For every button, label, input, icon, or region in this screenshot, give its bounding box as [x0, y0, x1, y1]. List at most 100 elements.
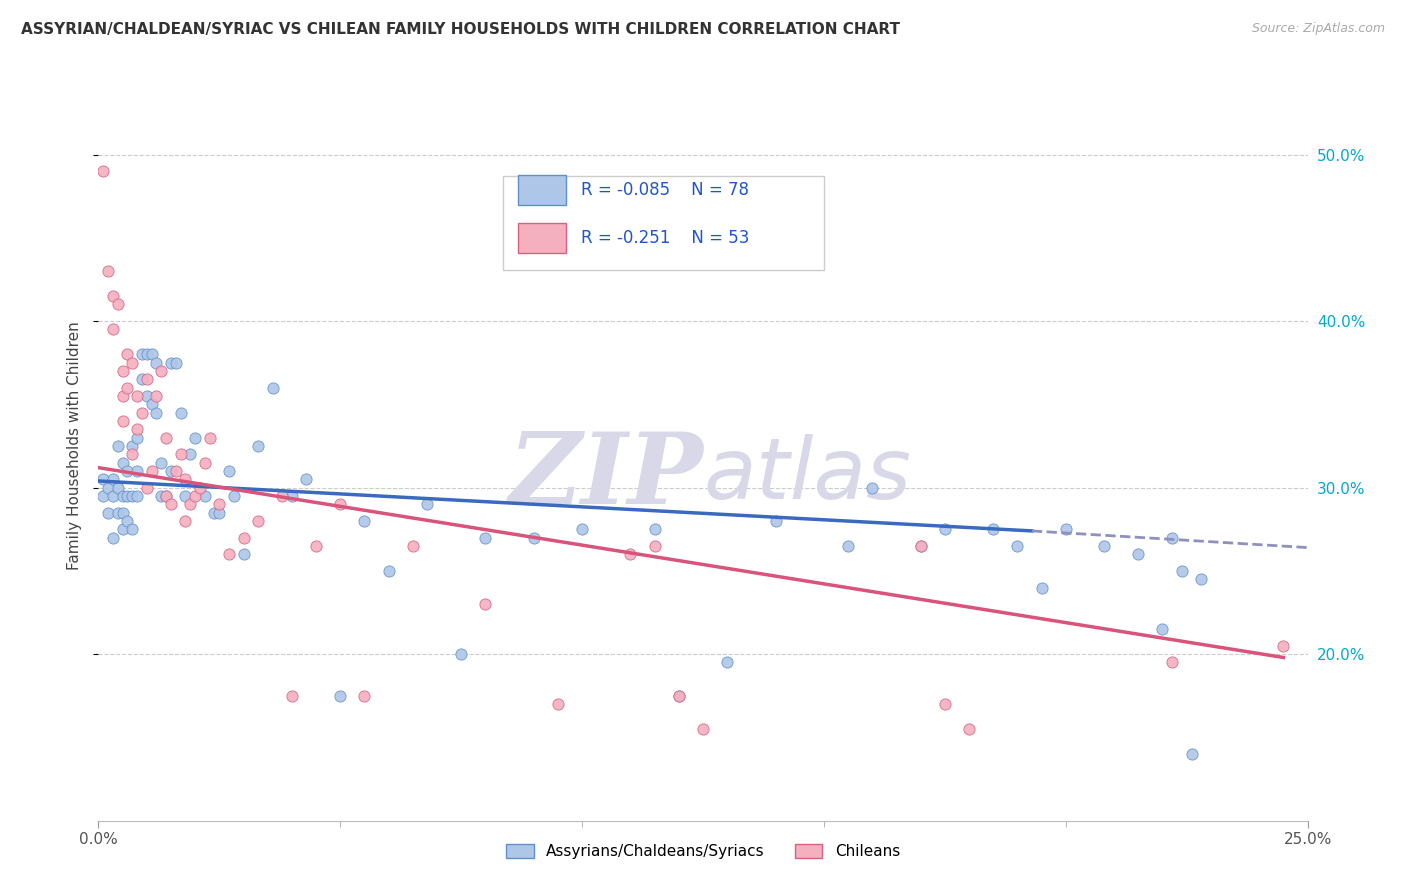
Point — [329, 689, 352, 703]
Point — [145, 356, 167, 370]
Point — [107, 481, 129, 495]
Point — [692, 722, 714, 736]
Point — [169, 447, 191, 461]
Point — [145, 406, 167, 420]
Point — [1189, 572, 1212, 586]
Point — [981, 522, 1004, 536]
Point — [107, 439, 129, 453]
Point — [135, 347, 157, 361]
Point — [121, 489, 143, 503]
Point — [150, 364, 173, 378]
Point — [262, 381, 284, 395]
Point — [194, 456, 217, 470]
Point — [1054, 522, 1077, 536]
Point — [155, 431, 177, 445]
Point — [155, 489, 177, 503]
Point — [910, 539, 932, 553]
Point — [1171, 564, 1194, 578]
Text: Source: ZipAtlas.com: Source: ZipAtlas.com — [1251, 22, 1385, 36]
Point — [194, 489, 217, 503]
Point — [165, 464, 187, 478]
Point — [107, 297, 129, 311]
Point — [127, 489, 149, 503]
Point — [934, 697, 956, 711]
Point — [571, 522, 593, 536]
Point — [934, 522, 956, 536]
Point — [450, 647, 472, 661]
Point — [295, 472, 318, 486]
Point — [91, 489, 114, 503]
Y-axis label: Family Households with Children: Family Households with Children — [67, 322, 83, 570]
Point — [377, 564, 399, 578]
Point — [160, 356, 183, 370]
Point — [837, 539, 859, 553]
Point — [474, 531, 496, 545]
Point — [107, 506, 129, 520]
Point — [145, 389, 167, 403]
Point — [111, 389, 134, 403]
Point — [247, 439, 270, 453]
Point — [910, 539, 932, 553]
Point — [179, 497, 201, 511]
Text: R = -0.251    N = 53: R = -0.251 N = 53 — [581, 229, 749, 247]
Point — [121, 356, 143, 370]
FancyBboxPatch shape — [517, 175, 567, 205]
Point — [101, 489, 124, 503]
Point — [135, 372, 157, 386]
Point — [131, 406, 153, 420]
Point — [860, 481, 883, 495]
FancyBboxPatch shape — [517, 224, 567, 253]
Point — [135, 481, 157, 495]
Point — [271, 489, 294, 503]
Point — [141, 347, 163, 361]
Point — [547, 697, 569, 711]
Point — [121, 439, 143, 453]
Point — [127, 422, 149, 436]
Point — [174, 472, 197, 486]
Point — [150, 489, 173, 503]
Point — [184, 489, 207, 503]
Point — [1180, 747, 1202, 761]
Point — [523, 531, 546, 545]
Point — [329, 497, 352, 511]
Point — [353, 689, 375, 703]
Point — [117, 381, 139, 395]
Point — [1007, 539, 1029, 553]
Point — [188, 481, 211, 495]
Point — [416, 497, 439, 511]
Point — [281, 489, 304, 503]
Point — [179, 447, 201, 461]
Point — [204, 506, 226, 520]
Point — [111, 489, 134, 503]
Point — [111, 506, 134, 520]
Point — [127, 464, 149, 478]
Point — [111, 522, 134, 536]
Point — [111, 456, 134, 470]
Point — [127, 389, 149, 403]
Point — [160, 497, 183, 511]
Point — [957, 722, 980, 736]
Point — [117, 464, 139, 478]
Point — [97, 481, 120, 495]
Point — [117, 347, 139, 361]
Point — [232, 547, 254, 561]
Point — [111, 364, 134, 378]
Text: R = -0.085    N = 78: R = -0.085 N = 78 — [581, 181, 749, 199]
Point — [198, 431, 221, 445]
Point — [165, 356, 187, 370]
Point — [141, 464, 163, 478]
Point — [353, 514, 375, 528]
Point — [247, 514, 270, 528]
Point — [1161, 531, 1184, 545]
Point — [111, 414, 134, 428]
Point — [117, 489, 139, 503]
Point — [160, 464, 183, 478]
Point — [619, 547, 641, 561]
Point — [101, 531, 124, 545]
Point — [184, 431, 207, 445]
Point — [101, 472, 124, 486]
Point — [101, 322, 124, 336]
Point — [474, 597, 496, 611]
Point — [1272, 639, 1295, 653]
Point — [208, 506, 231, 520]
